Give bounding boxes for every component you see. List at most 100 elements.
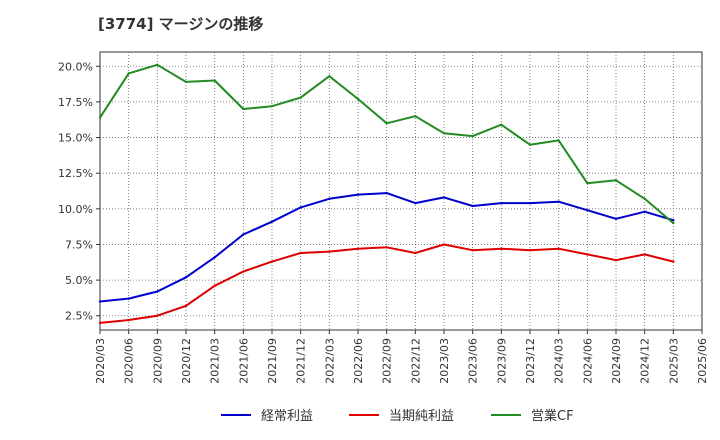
data-point — [385, 122, 388, 125]
data-point — [500, 247, 503, 250]
data-point — [385, 191, 388, 195]
y-tick-label: 15.0% — [58, 132, 93, 145]
chart-title: [3774] マージンの推移 — [98, 15, 263, 33]
data-point — [672, 260, 675, 263]
data-point — [270, 104, 274, 108]
data-point — [184, 80, 188, 84]
x-tick-label: 2022/12 — [409, 338, 422, 384]
plot-area: 2.5% 5.0% 7.5% 10.0% 12.5% 15.0% 17.5% 20.0% 202… — [58, 51, 709, 384]
y-tick-label: 10.0% — [58, 203, 93, 216]
data-point — [643, 253, 646, 256]
x-tick-label: 2022/06 — [352, 338, 365, 384]
data-point — [528, 201, 532, 205]
x-tick-label: 2023/12 — [524, 338, 537, 384]
data-point — [614, 179, 618, 182]
y-tick-label: 2.5% — [65, 310, 93, 323]
data-point — [270, 220, 274, 223]
data-point — [156, 314, 159, 317]
data-point — [98, 321, 102, 325]
x-tick-label: 2023/03 — [438, 338, 451, 384]
data-point — [356, 97, 360, 101]
data-point — [614, 258, 618, 262]
data-point — [213, 284, 216, 288]
data-point — [471, 204, 474, 208]
x-tick-label: 2021/06 — [237, 338, 250, 384]
x-tick-label: 2024/12 — [639, 338, 652, 384]
data-point — [356, 247, 360, 250]
x-tick-label: 2020/12 — [180, 338, 193, 384]
data-point — [557, 247, 560, 250]
data-point — [242, 270, 245, 273]
data-point — [127, 72, 130, 75]
x-tick-label: 2024/06 — [581, 338, 594, 384]
plot-frame — [99, 51, 703, 331]
data-point — [414, 201, 417, 205]
data-point — [442, 132, 446, 135]
data-point — [672, 219, 675, 222]
data-point — [242, 107, 245, 111]
x-tick-label: 2025/03 — [667, 338, 680, 384]
legend: 経常利益 当期純利益 営業CF — [221, 408, 574, 424]
data-point — [500, 201, 503, 205]
data-point — [156, 63, 159, 67]
x-tick-label: 2023/06 — [467, 338, 480, 384]
data-point — [414, 114, 417, 118]
data-point — [184, 276, 188, 279]
x-tick-label: 2021/09 — [266, 338, 279, 384]
data-point — [213, 256, 216, 259]
data-point — [414, 251, 417, 255]
y-tick-label: 12.5% — [58, 167, 93, 180]
x-tick-label: 2021/12 — [295, 338, 308, 384]
x-tick-label: 2022/03 — [323, 338, 336, 384]
data-point — [528, 248, 532, 252]
legend-label: 営業CF — [531, 408, 574, 424]
y-tick-label: 20.0% — [58, 60, 93, 73]
data-point — [442, 196, 446, 199]
y-tick-label: 7.5% — [65, 238, 93, 251]
x-tick-label: 2020/06 — [123, 338, 136, 384]
data-point — [184, 304, 188, 307]
y-tick-label: 17.5% — [58, 96, 93, 109]
x-tick-label: 2023/09 — [495, 338, 508, 384]
data-point — [328, 75, 331, 78]
data-point — [643, 210, 646, 213]
x-tick-label: 2024/09 — [610, 338, 623, 384]
data-point — [385, 246, 388, 249]
data-point — [98, 300, 102, 303]
data-point — [127, 297, 130, 300]
data-point — [156, 290, 159, 293]
data-point — [242, 233, 245, 236]
data-point — [557, 200, 560, 203]
x-tick-label: 2025/06 — [696, 338, 709, 384]
data-point — [98, 116, 102, 119]
data-point — [127, 318, 130, 322]
data-point — [328, 250, 331, 253]
data-point — [299, 206, 302, 209]
y-tick-label: 5.0% — [65, 274, 93, 287]
data-point — [299, 251, 302, 255]
data-point — [328, 197, 331, 201]
data-point — [471, 134, 474, 138]
data-point — [442, 243, 446, 246]
data-point — [500, 123, 503, 126]
data-point — [643, 197, 646, 201]
data-point — [299, 96, 302, 99]
data-point — [557, 139, 560, 142]
data-point — [213, 79, 216, 82]
data-point — [586, 209, 589, 212]
x-tick-label: 2021/03 — [209, 338, 222, 384]
x-tick-label: 2024/03 — [553, 338, 566, 384]
legend-label: 経常利益 — [261, 409, 313, 424]
data-point — [270, 260, 274, 263]
data-point — [356, 193, 360, 196]
legend-label: 当期純利益 — [389, 409, 454, 424]
data-point — [528, 143, 532, 146]
data-point — [614, 217, 618, 220]
x-tick-label: 2020/03 — [94, 338, 107, 384]
data-point — [586, 181, 589, 185]
x-tick-label: 2022/09 — [381, 338, 394, 384]
x-tick-label: 2020/09 — [151, 338, 164, 384]
data-point — [586, 253, 589, 256]
data-point — [672, 221, 675, 225]
